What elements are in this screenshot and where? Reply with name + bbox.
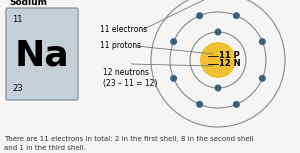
Circle shape bbox=[233, 12, 240, 19]
Circle shape bbox=[200, 42, 236, 78]
Circle shape bbox=[214, 84, 221, 91]
Circle shape bbox=[196, 101, 203, 108]
Circle shape bbox=[214, 28, 221, 35]
Circle shape bbox=[170, 38, 177, 45]
Text: 12 neutrons
(23 – 11 = 12): 12 neutrons (23 – 11 = 12) bbox=[103, 68, 158, 88]
Circle shape bbox=[170, 75, 177, 82]
Text: 23: 23 bbox=[12, 84, 22, 93]
Circle shape bbox=[196, 12, 203, 19]
Text: 12 N: 12 N bbox=[219, 60, 241, 69]
Text: 11: 11 bbox=[12, 15, 22, 24]
Text: 11 protons: 11 protons bbox=[100, 41, 141, 50]
Text: 11 electrons: 11 electrons bbox=[100, 26, 147, 34]
Circle shape bbox=[233, 101, 240, 108]
Text: 11 P: 11 P bbox=[219, 52, 240, 60]
Text: Sodium: Sodium bbox=[9, 0, 47, 7]
Text: Na: Na bbox=[15, 39, 69, 73]
Circle shape bbox=[259, 38, 266, 45]
FancyBboxPatch shape bbox=[6, 8, 78, 100]
Text: There are 11 electrons in total: 2 in the first shell, 8 in the second shell
and: There are 11 electrons in total: 2 in th… bbox=[4, 136, 254, 151]
Circle shape bbox=[259, 75, 266, 82]
